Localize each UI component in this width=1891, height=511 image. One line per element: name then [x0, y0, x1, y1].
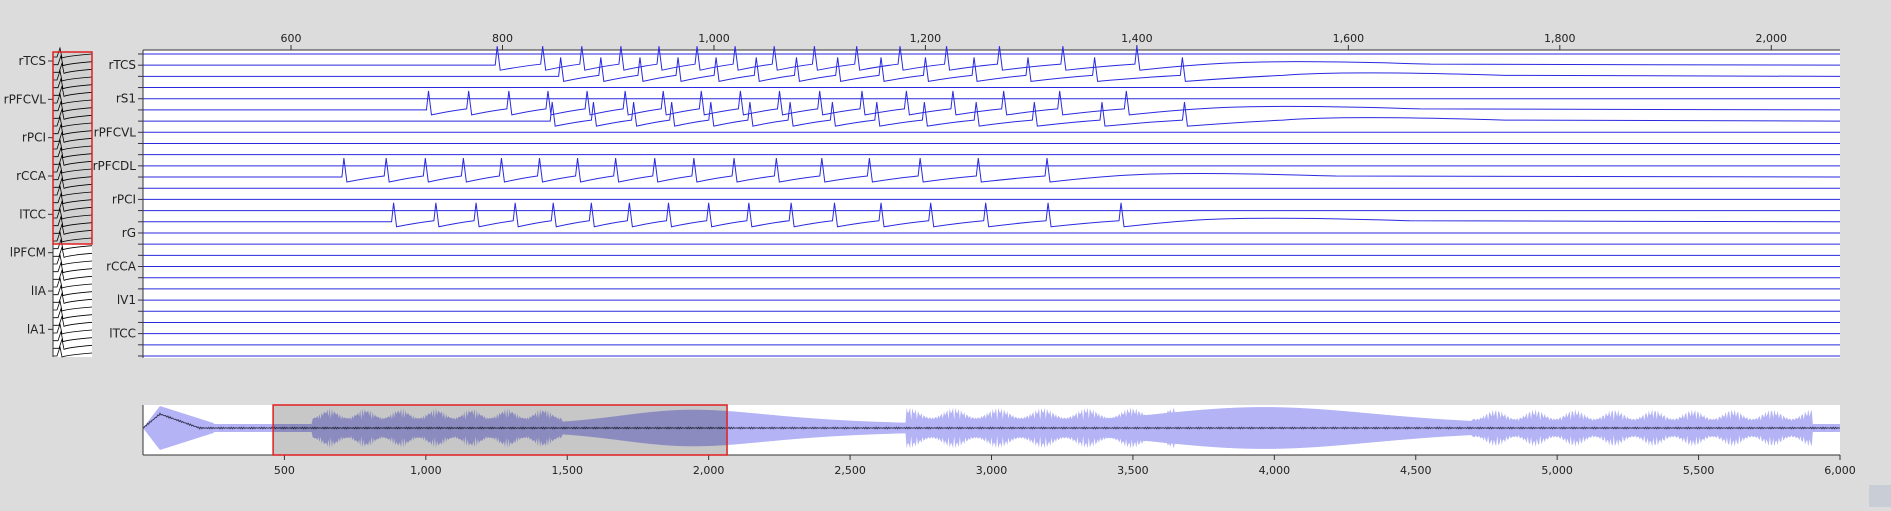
- overview-trace: [53, 345, 93, 358]
- overview-label-rPFCVL: rPFCVL: [4, 92, 47, 106]
- channel-label-lTCC: lTCC: [109, 327, 136, 341]
- strip-x-tick-label: 2,500: [834, 464, 866, 477]
- overview-trace: [53, 261, 93, 274]
- main-x-tick-label: 2,000: [1756, 32, 1788, 45]
- overview-label-lTCC: lTCC: [19, 207, 46, 221]
- overview-trace: [53, 161, 93, 174]
- overview-trace: [53, 123, 93, 136]
- overview-trace: [53, 230, 93, 243]
- overview-trace: [53, 153, 93, 166]
- overview-trace: [53, 107, 93, 120]
- overview-trace: [53, 215, 93, 228]
- channel-trace: [143, 90, 1841, 116]
- channel-trace: [143, 157, 1841, 183]
- overview-trace: [53, 284, 93, 297]
- overview-trace: [53, 299, 93, 312]
- strip-x-tick-label: 4,000: [1259, 464, 1291, 477]
- overview-trace: [53, 330, 93, 343]
- overview-trace: [53, 268, 93, 281]
- main-x-tick-label: 800: [492, 32, 513, 45]
- overview-trace: [53, 238, 93, 251]
- overview-trace: [53, 291, 93, 304]
- main-trace-panel[interactable]: 600 800 1,000 1,200 1,400 1,600 1,800 2,000 rTCS…: [93, 32, 1841, 358]
- strip-x-tick-label: 2,000: [693, 464, 725, 477]
- overview-trace: [53, 199, 93, 212]
- strip-x-tick-label: 5,000: [1541, 464, 1573, 477]
- channel-label-rTCS: rTCS: [108, 58, 136, 72]
- strip-x-tick-label: 500: [274, 464, 295, 477]
- overview-trace: [53, 192, 93, 205]
- overview-label-lA1: lA1: [27, 322, 46, 336]
- timeline-overview-strip[interactable]: 500 1,000 1,500 2,000 2,500 3,000 3,500 4,000 4,…: [142, 404, 1856, 477]
- channel-label-rPCI: rPCI: [112, 192, 136, 206]
- strip-x-tick-label: 1,000: [410, 464, 442, 477]
- overview-trace: [53, 276, 93, 289]
- resize-grip-icon[interactable]: [1869, 485, 1891, 507]
- channel-label-rPFCDL: rPFCDL: [93, 159, 137, 173]
- main-x-tick-label: 1,000: [698, 32, 730, 45]
- overview-trace: [53, 100, 93, 113]
- overview-trace: [53, 245, 93, 258]
- overview-trace: [53, 84, 93, 97]
- overview-trace: [53, 322, 93, 335]
- strip-x-tick-label: 3,500: [1117, 464, 1149, 477]
- overview-trace: [53, 69, 93, 82]
- overview-trace: [53, 207, 93, 220]
- main-x-tick-label: 1,400: [1121, 32, 1153, 45]
- strip-x-tick-label: 6,000: [1824, 464, 1856, 477]
- overview-label-rCCA: rCCA: [16, 169, 47, 183]
- overview-trace: [53, 138, 93, 151]
- overview-trace: [53, 92, 93, 105]
- overview-trace: [53, 176, 93, 189]
- channel-overview-panel[interactable]: rTCS rPFCVL rPCI rCCA lTCC lPFCM lIA lA1: [4, 46, 93, 358]
- overview-trace: [53, 77, 93, 90]
- channel-label-rS1: rS1: [116, 92, 136, 106]
- overview-trace: [53, 222, 93, 235]
- channel-trace: [143, 46, 1841, 71]
- overview-plot-area: [53, 52, 92, 357]
- overview-label-lPFCM: lPFCM: [10, 246, 46, 260]
- overview-selection-box[interactable]: [52, 51, 93, 245]
- overview-trace: [53, 169, 93, 182]
- main-x-tick-label: 1,800: [1544, 32, 1576, 45]
- strip-mean-trace: [142, 412, 1841, 430]
- overview-trace: [53, 146, 93, 159]
- channel-label-lV1: lV1: [117, 293, 136, 307]
- overview-trace: [53, 337, 93, 350]
- overview-label-rPCI: rPCI: [22, 131, 46, 145]
- strip-x-tick-label: 5,500: [1683, 464, 1715, 477]
- channel-trace: [143, 202, 1841, 228]
- overview-trace: [53, 253, 93, 266]
- overview-trace: [53, 307, 93, 320]
- overview-trace: [53, 314, 93, 327]
- overview-trace: [53, 130, 93, 143]
- channel-trace: [143, 57, 1841, 82]
- overview-label-rTCS: rTCS: [18, 54, 46, 68]
- overview-trace: [53, 54, 93, 67]
- strip-selection-window[interactable]: [272, 404, 728, 456]
- overview-label-lIA: lIA: [31, 284, 47, 298]
- strip-x-tick-label: 4,500: [1400, 464, 1432, 477]
- main-x-tick-label: 600: [281, 32, 302, 45]
- overview-trace: [53, 46, 93, 59]
- channel-trace: [143, 102, 1841, 127]
- main-plot-area: [143, 50, 1840, 358]
- main-x-tick-label: 1,600: [1333, 32, 1365, 45]
- overview-trace: [53, 61, 93, 74]
- channel-label-rPFCVL: rPFCVL: [94, 125, 137, 139]
- overview-trace: [53, 184, 93, 197]
- main-x-tick-label: 1,200: [910, 32, 942, 45]
- channel-label-rG: rG: [122, 226, 136, 240]
- strip-x-tick-label: 3,000: [976, 464, 1008, 477]
- channel-label-rCCA: rCCA: [106, 260, 137, 274]
- strip-x-tick-label: 1,500: [552, 464, 584, 477]
- overview-trace: [53, 115, 93, 128]
